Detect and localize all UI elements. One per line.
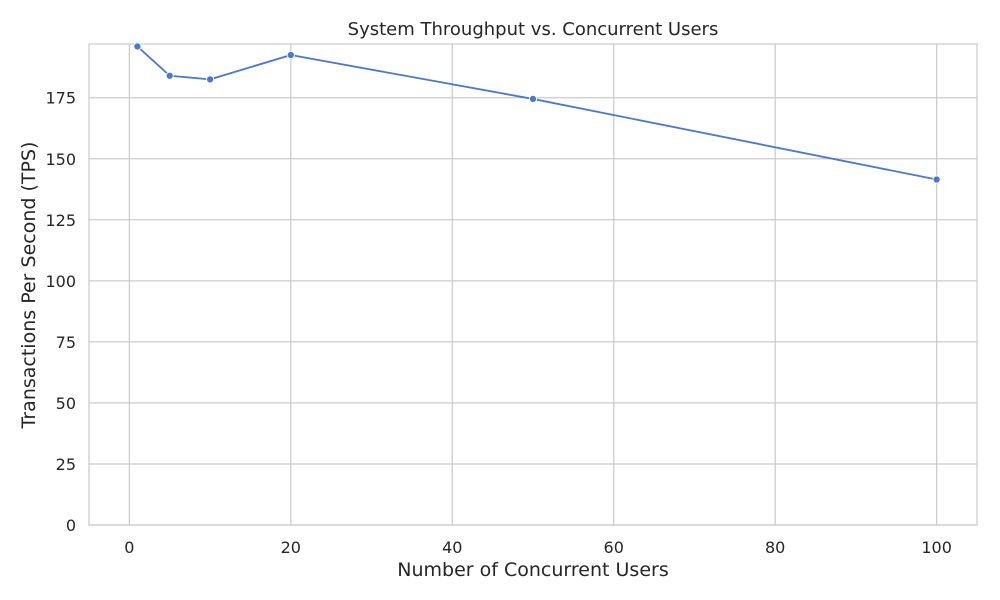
y-tick-label: 25 xyxy=(56,455,76,474)
y-tick-label: 75 xyxy=(56,333,76,352)
y-tick-labels: 0 25 50 75 100 125 150 175 xyxy=(45,89,76,535)
x-tick-label: 0 xyxy=(124,538,134,557)
y-tick-label: 0 xyxy=(66,516,76,535)
y-tick-label: 100 xyxy=(45,272,76,291)
x-tick-label: 20 xyxy=(281,538,301,557)
y-tick-label: 125 xyxy=(45,211,76,230)
plot-frame xyxy=(88,43,978,526)
data-point xyxy=(528,94,538,103)
x-axis-label: Number of Concurrent Users xyxy=(397,559,668,581)
data-point xyxy=(932,175,941,184)
y-tick-label: 175 xyxy=(45,89,76,108)
x-tick-label: 80 xyxy=(765,538,785,557)
data-point xyxy=(206,75,215,84)
y-axis-label: Transactions Per Second (TPS) xyxy=(18,142,40,430)
series-layer xyxy=(133,42,941,184)
x-tick-label: 40 xyxy=(442,538,462,557)
chart-title: System Throughput vs. Concurrent Users xyxy=(348,19,719,40)
data-point xyxy=(165,71,174,80)
series-line xyxy=(136,45,937,181)
x-tick-label: 100 xyxy=(921,538,952,557)
y-tick-label: 50 xyxy=(56,394,76,413)
data-point xyxy=(133,42,142,51)
x-tick-label: 60 xyxy=(604,538,624,557)
data-point xyxy=(286,50,295,60)
x-tick-labels: 0 20 40 60 80 100 xyxy=(124,538,952,557)
y-tick-label: 150 xyxy=(45,150,76,169)
